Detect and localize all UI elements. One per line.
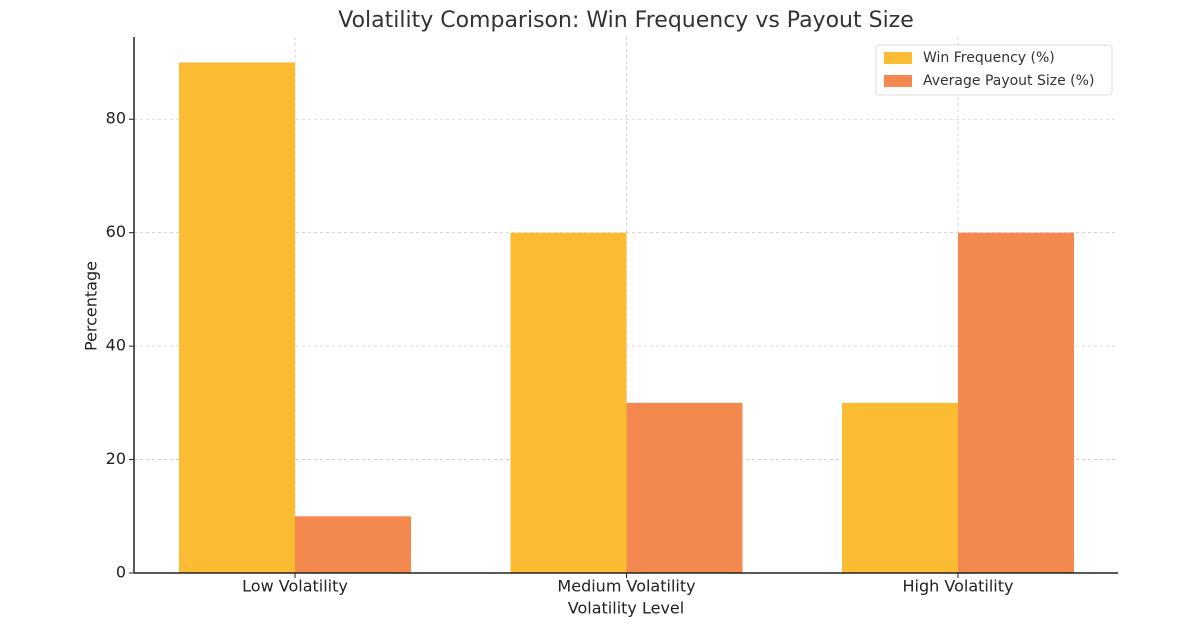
y-tick-label: 80 bbox=[106, 109, 126, 128]
x-tick-label: Low Volatility bbox=[242, 577, 348, 596]
bar bbox=[842, 402, 958, 573]
y-axis-label: Percentage bbox=[82, 261, 101, 351]
y-tick-label: 0 bbox=[116, 563, 126, 582]
legend-text: Win Frequency (%) bbox=[923, 50, 1055, 66]
bar bbox=[295, 516, 411, 573]
x-tick-label: Medium Volatility bbox=[557, 577, 695, 596]
y-tick-label: 60 bbox=[106, 222, 126, 241]
legend-swatch bbox=[884, 52, 912, 64]
legend-swatch bbox=[884, 75, 912, 87]
chart-title: Volatility Comparison: Win Frequency vs … bbox=[338, 8, 914, 33]
bar bbox=[179, 62, 295, 574]
y-tick-label: 20 bbox=[106, 449, 126, 468]
legend-box bbox=[875, 44, 1113, 96]
legend-text: Average Payout Size (%) bbox=[923, 73, 1094, 89]
x-tick-label: High Volatility bbox=[903, 577, 1014, 596]
x-axis-label: Volatility Level bbox=[568, 599, 684, 618]
bar bbox=[510, 232, 627, 573]
bar bbox=[958, 232, 1074, 573]
bar bbox=[626, 402, 743, 573]
y-tick-label: 40 bbox=[106, 336, 126, 355]
